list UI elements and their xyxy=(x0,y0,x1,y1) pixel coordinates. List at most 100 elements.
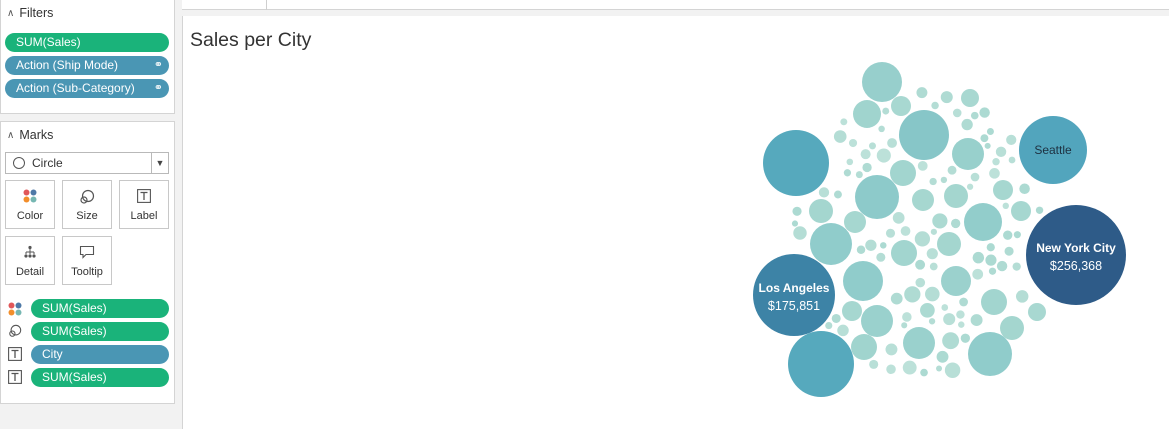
city-bubble[interactable] xyxy=(914,231,931,247)
city-bubble[interactable] xyxy=(995,146,1007,158)
city-bubble[interactable] xyxy=(1035,206,1044,214)
city-bubble[interactable] xyxy=(860,149,871,160)
city-bubble[interactable] xyxy=(968,332,1012,376)
city-bubble[interactable] xyxy=(1004,246,1014,256)
city-bubble[interactable] xyxy=(915,277,926,288)
city-bubble[interactable] xyxy=(851,334,877,360)
city-bubble[interactable] xyxy=(848,138,858,148)
city-bubble[interactable] xyxy=(1013,231,1021,239)
city-bubble[interactable] xyxy=(904,286,921,303)
filter-pill-action-sub-category[interactable]: Action (Sub-Category) ⚭ xyxy=(5,79,169,98)
city-bubble[interactable] xyxy=(993,180,1013,200)
city-bubble[interactable] xyxy=(996,260,1008,272)
chevron-up-icon[interactable]: ∧ xyxy=(7,7,15,19)
city-bubble-labeled[interactable] xyxy=(753,254,835,336)
city-bubble[interactable] xyxy=(1003,230,1013,240)
city-bubble[interactable] xyxy=(846,158,854,166)
city-bubble[interactable] xyxy=(920,302,935,318)
city-bubble[interactable] xyxy=(920,368,928,377)
city-bubble[interactable] xyxy=(899,110,949,160)
city-bubble[interactable] xyxy=(1019,183,1030,195)
city-bubble[interactable] xyxy=(947,165,957,175)
city-bubble[interactable] xyxy=(892,211,905,224)
city-bubble[interactable] xyxy=(890,292,903,305)
city-bubble[interactable] xyxy=(932,213,948,229)
city-bubble[interactable] xyxy=(988,267,997,275)
city-bubble[interactable] xyxy=(837,324,849,337)
city-bubble[interactable] xyxy=(940,91,953,104)
city-bubble[interactable] xyxy=(916,87,928,99)
city-bubble[interactable] xyxy=(886,364,896,375)
city-bubble[interactable] xyxy=(944,184,968,208)
city-bubble[interactable] xyxy=(833,130,847,143)
city-bubble[interactable] xyxy=(840,118,848,126)
city-bubble[interactable] xyxy=(1008,156,1016,164)
city-bubble[interactable] xyxy=(915,259,926,270)
city-bubble[interactable] xyxy=(986,243,995,252)
city-bubble[interactable] xyxy=(970,172,980,182)
city-bubble[interactable] xyxy=(885,343,898,356)
city-bubble[interactable] xyxy=(885,228,896,238)
city-bubble[interactable] xyxy=(941,266,971,296)
city-bubble[interactable] xyxy=(928,318,936,325)
city-bubble[interactable] xyxy=(869,359,879,369)
city-bubble[interactable] xyxy=(763,130,829,196)
city-bubble[interactable] xyxy=(917,160,928,171)
city-bubble[interactable] xyxy=(984,142,991,149)
city-bubble[interactable] xyxy=(844,211,866,233)
city-bubble-labeled[interactable] xyxy=(1026,205,1126,305)
marks-pill-label-sum-sales[interactable]: SUM(Sales) xyxy=(31,368,169,387)
marks-pill-color-sum-sales[interactable]: SUM(Sales) xyxy=(31,299,169,318)
city-bubble[interactable] xyxy=(952,108,962,118)
city-bubble[interactable] xyxy=(1028,303,1046,321)
city-bubble[interactable] xyxy=(961,89,979,107)
bubble-chart[interactable]: New York City $256,368 Los Angeles $175,851… xyxy=(183,16,1169,429)
city-bubble[interactable] xyxy=(882,107,890,115)
city-bubble[interactable] xyxy=(876,148,891,163)
city-bubble[interactable] xyxy=(788,331,854,397)
city-bubble[interactable] xyxy=(940,176,948,184)
mark-type-dropdown[interactable]: Circle ▼ xyxy=(5,152,169,174)
city-bubble-labeled[interactable] xyxy=(1019,116,1087,184)
chevron-up-icon[interactable]: ∧ xyxy=(7,129,15,141)
city-bubble[interactable] xyxy=(891,96,911,116)
city-bubble[interactable] xyxy=(956,310,965,319)
city-bubble[interactable] xyxy=(970,111,979,120)
city-bubble[interactable] xyxy=(972,251,985,264)
marks-pill-label-city[interactable]: City xyxy=(31,345,169,364)
tooltip-card[interactable]: Tooltip xyxy=(62,236,112,285)
city-bubble[interactable] xyxy=(862,162,872,173)
city-bubble[interactable] xyxy=(937,232,961,256)
city-bubble[interactable] xyxy=(809,199,833,223)
city-bubble[interactable] xyxy=(862,62,902,102)
city-bubble[interactable] xyxy=(1002,202,1009,210)
city-bubble[interactable] xyxy=(985,254,997,266)
city-bubble[interactable] xyxy=(950,218,961,229)
city-bubble[interactable] xyxy=(943,313,956,326)
city-bubble[interactable] xyxy=(1000,316,1024,340)
city-bubble[interactable] xyxy=(981,289,1007,315)
city-bubble[interactable] xyxy=(818,187,830,198)
city-bubble[interactable] xyxy=(902,312,912,322)
city-bubble[interactable] xyxy=(961,118,973,131)
filters-header[interactable]: ∧ Filters xyxy=(1,0,174,26)
city-bubble[interactable] xyxy=(856,245,866,254)
city-bubble[interactable] xyxy=(952,138,984,170)
city-bubble[interactable] xyxy=(912,189,934,211)
city-bubble[interactable] xyxy=(930,228,938,235)
city-bubble[interactable] xyxy=(833,190,842,199)
city-bubble[interactable] xyxy=(887,138,897,148)
city-bubble[interactable] xyxy=(1011,201,1031,221)
city-bubble[interactable] xyxy=(964,203,1002,241)
city-bubble[interactable] xyxy=(959,297,968,307)
city-bubble[interactable] xyxy=(958,321,965,328)
city-bubble[interactable] xyxy=(925,286,940,302)
marks-header[interactable]: ∧ Marks xyxy=(1,122,174,148)
city-bubble[interactable] xyxy=(941,304,949,311)
city-bubble[interactable] xyxy=(1006,134,1017,145)
city-bubble[interactable] xyxy=(980,134,989,143)
detail-card[interactable]: Detail xyxy=(5,236,55,285)
city-bubble[interactable] xyxy=(989,168,1000,179)
city-bubble[interactable] xyxy=(972,268,984,280)
city-bubble[interactable] xyxy=(902,360,917,375)
